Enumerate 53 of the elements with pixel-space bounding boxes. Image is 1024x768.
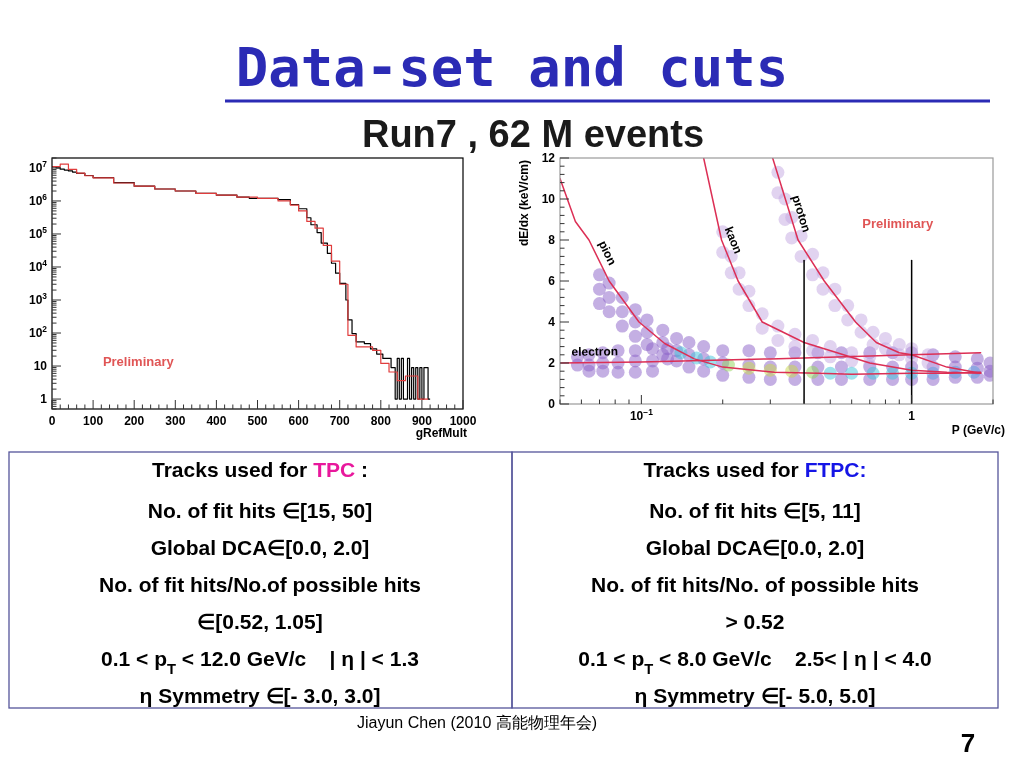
text: Tracks used for TPC : — [152, 458, 368, 481]
y-tick-label: 10$^{7}$ — [28, 158, 48, 175]
text: ∈[0.52, 1.05] — [197, 610, 323, 633]
annotation: Preliminary — [102, 354, 175, 370]
y-tick-label: 6 — [548, 274, 556, 288]
text: η Symmetry ∈[- 5.0, 5.0] — [634, 684, 876, 707]
x-tick-label: 300 — [165, 414, 186, 428]
x-tick-label: 1 — [908, 409, 916, 423]
y-tick-label: 10$^{6}$ — [28, 191, 48, 208]
text: 0.1 < p$_{T}$ < 12.0 GeV/c | η | < 1.3 — [101, 647, 419, 677]
text: pion — [595, 238, 620, 268]
text: > 0.52 — [725, 610, 785, 633]
x-tick-label: 400 — [206, 414, 227, 428]
series-label: electron — [571, 344, 619, 359]
x-axis-title: P (GeV/c) — [951, 423, 1005, 437]
x-axis-title: gRefMult — [415, 426, 467, 440]
annotation: Preliminary — [862, 216, 934, 232]
y-tick-label: 0 — [548, 397, 556, 411]
x-tick-label: 800 — [370, 414, 392, 428]
y-tick-label: 10$^{5}$ — [28, 224, 48, 241]
y-tick-label: 10 — [541, 192, 556, 206]
text: kaon — [721, 224, 746, 256]
text: Tracks used for FTPC: — [643, 458, 867, 481]
y-tick-label: 10$^{4}$ — [28, 257, 48, 274]
text: Data-set and cuts — [235, 36, 789, 99]
text: 0.1 < p$_{T}$ < 8.0 GeV/c 2.5< | η | < 4.0 — [578, 647, 932, 677]
x-tick-label: 600 — [288, 414, 309, 428]
y-tick-label: 2 — [548, 356, 556, 370]
text: Global DCA∈[0.0, 2.0] — [150, 536, 370, 559]
text: No. of fit hits ∈[15, 50] — [147, 499, 373, 522]
y-tick-label: 10$^{3}$ — [28, 291, 48, 308]
y-tick-label: 8 — [548, 233, 556, 247]
x-tick-label: 100 — [83, 414, 104, 428]
x-tick-label: 1000 — [449, 414, 477, 428]
y-tick-label: 12 — [541, 151, 556, 165]
y-axis-title: dE/dx (keV/cm) — [517, 160, 531, 247]
text: No. of fit hits/No. of possible hits — [591, 573, 919, 596]
x-tick-label: 700 — [329, 414, 351, 428]
text: No. of fit hits ∈[5, 11] — [649, 499, 861, 522]
text: 7 — [960, 728, 976, 758]
y-tick-label: 4 — [548, 315, 556, 329]
x-tick-label: 200 — [124, 414, 145, 428]
y-tick-label: 10 — [33, 359, 48, 374]
text: No. of fit hits/No.of possible hits — [99, 573, 421, 596]
x-tick-label: 900 — [411, 414, 433, 428]
y-tick-label: 1 — [40, 392, 48, 407]
text: Global DCA∈[0.0, 2.0] — [645, 536, 865, 559]
x-tick-label: 10$^{−1}$ — [629, 407, 654, 423]
y-tick-label: 10$^{2}$ — [28, 324, 48, 341]
text: Jiayun Chen (2010 高能物理年会) — [357, 714, 598, 731]
text: proton — [789, 193, 814, 234]
x-tick-label: 500 — [247, 414, 268, 428]
text: η Symmetry ∈[- 3.0, 3.0] — [139, 684, 381, 707]
